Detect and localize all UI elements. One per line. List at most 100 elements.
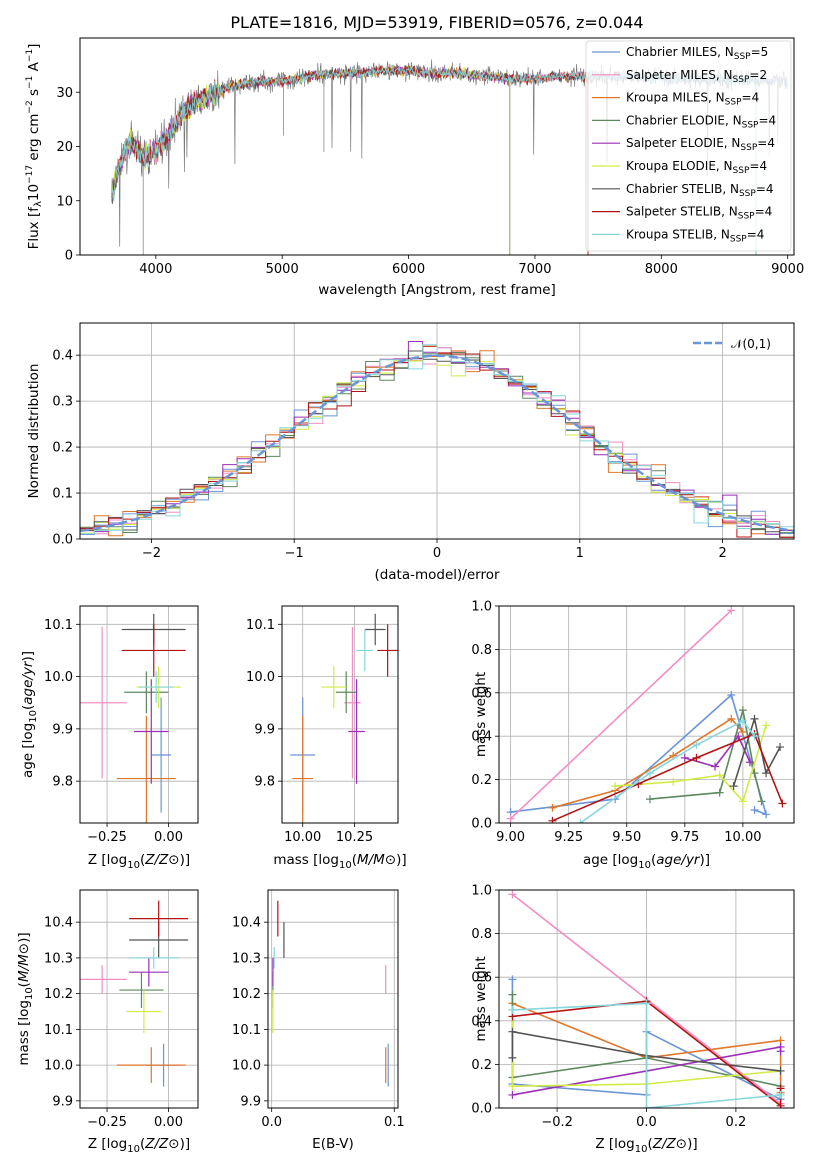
- y-tick-label: 0.2: [52, 441, 73, 456]
- y-tick-label: 0.0: [52, 533, 73, 548]
- residual-histogram-6: [80, 350, 794, 538]
- weight-marker: [776, 743, 785, 752]
- weight-marker: [757, 797, 766, 806]
- weight-marker: [680, 753, 689, 762]
- label-part: Flux [f: [26, 206, 42, 250]
- weight-marker: [692, 740, 701, 749]
- y-axis-label: age [log10(age/yr)]: [20, 651, 39, 778]
- y-tick-label: 9.8: [52, 775, 73, 790]
- x-axis-label: mass [log10(M/M⊙)]: [273, 852, 406, 871]
- label-part: −2: [25, 100, 35, 113]
- weight-marker: [750, 714, 759, 723]
- x-axis-label: Z [log10(Z/Z⊙)]: [88, 852, 190, 871]
- y-tick-label: 10.3: [44, 951, 73, 966]
- x-tick-label: 10.25: [336, 830, 373, 845]
- weight-marker: [750, 732, 759, 741]
- model-line-chabrier-elodie: [111, 65, 511, 255]
- legend-value: =5: [751, 45, 769, 59]
- plot-area: [506, 606, 787, 823]
- label-part: ⊙)]: [676, 1136, 698, 1152]
- y-tick-label: 10.0: [246, 670, 275, 685]
- y-tick-label: 0.4: [471, 730, 492, 745]
- weight-marker: [642, 999, 651, 1008]
- x-axis-label: Z [log10(Z/Z⊙)]: [595, 1136, 697, 1155]
- x-tick-label: 0.1: [384, 1115, 405, 1130]
- weight-marker: [669, 777, 678, 786]
- weight-marker: [762, 721, 771, 730]
- weight-line-0: [510, 693, 768, 816]
- legend-name: Salpeter ELODIE, N: [626, 136, 740, 150]
- label-part: −17: [25, 165, 35, 184]
- legend-name: Chabrier ELODIE, N: [626, 113, 742, 127]
- x-tick-label: −0.25: [87, 830, 127, 845]
- panel-age_vs_Z: −0.25 0.009.89.910.010.1Z [log10(Z/Z⊙)]ag…: [20, 605, 199, 871]
- label-part: age/yr: [20, 660, 36, 705]
- legend-name: Salpeter STELIB, N: [626, 205, 738, 219]
- x-tick-label: −1: [285, 546, 304, 561]
- weight-marker: [642, 1104, 651, 1108]
- panel-mass_vs_Z: −0.25 0.009.910.010.110.210.310.4Z [log10…: [16, 889, 199, 1155]
- y-tick-label: 10.1: [232, 1023, 261, 1038]
- x-tick-label: 5000: [266, 262, 299, 277]
- label-italic: Z/Z: [652, 1136, 677, 1152]
- legend-value: =2: [749, 68, 767, 82]
- plot-area: [272, 900, 389, 1087]
- label-part: 10: [24, 987, 35, 1000]
- legend-value: =4: [749, 159, 767, 173]
- label-italic: Z/Z: [144, 852, 169, 868]
- weight-marker: [611, 782, 620, 791]
- legend-value: =4: [747, 227, 765, 241]
- legend-sub: SSP: [742, 120, 759, 130]
- weight-marker: [776, 1066, 785, 1075]
- y-tick-label: 9.8: [254, 775, 275, 790]
- y-tick-label: 9.9: [52, 1094, 73, 1109]
- label-part: Z [log: [88, 1136, 127, 1152]
- weight-marker: [508, 1082, 517, 1091]
- y-tick-label: 0: [65, 249, 73, 264]
- weight-marker: [778, 799, 787, 808]
- panel-age_vs_mass: 10.00 10.25 9.8 9.9 10.0 10.1 mass [log10(M/M⊙…: [246, 605, 407, 871]
- plot-area: [508, 890, 785, 1108]
- weight-marker: [645, 795, 654, 804]
- x-tick-label: −0.25: [87, 1115, 127, 1130]
- x-tick-label: 9000: [771, 262, 804, 277]
- plot-layer: 4000 5000 6000 7000 8000 90000102030wavelengt…: [16, 37, 804, 1155]
- model-line-salpeter-stelib: [111, 65, 589, 255]
- x-axis-label: E(B-V): [312, 1136, 354, 1152]
- weight-marker: [727, 690, 736, 699]
- y-tick-label: 0.8: [471, 927, 492, 942]
- x-axis-label: wavelength [Angstrom, rest frame]: [318, 282, 556, 298]
- weight-line-4: [684, 734, 751, 768]
- label-part: −1: [25, 76, 35, 89]
- weight-marker: [576, 819, 585, 823]
- legend-sub: SSP: [739, 189, 756, 199]
- figure-title: PLATE=1816, MJD=53919, FIBERID=0576, z=0…: [230, 13, 643, 32]
- weight-marker: [508, 890, 517, 899]
- weight-marker: [715, 788, 724, 797]
- y-axis-label: mass [log10(M/M⊙)]: [16, 932, 35, 1065]
- weight-marker: [738, 717, 747, 726]
- normal-curve: [80, 354, 794, 533]
- x-tick-label: 1: [576, 546, 584, 561]
- y-tick-label: 0.4: [52, 349, 73, 364]
- label-part: λ: [33, 201, 44, 207]
- x-tick-label: 9.00: [496, 830, 525, 845]
- legend-name: Salpeter MILES, N: [626, 68, 733, 82]
- y-tick-label: 10.2: [44, 987, 73, 1002]
- legend-sub: SSP: [725, 98, 742, 108]
- weight-marker: [750, 805, 759, 814]
- legend-name: Kroupa STELIB, N: [626, 227, 730, 241]
- weight-marker: [776, 1101, 785, 1108]
- y-axis-label: Flux [fλ10−17 erg cm−2 s−1 A−1]: [25, 44, 44, 250]
- legend-entry: Salpeter ELODIE, NSSP=4: [626, 136, 775, 153]
- axes-frame: [79, 605, 199, 824]
- legend-name: Kroupa MILES, N: [626, 91, 725, 105]
- label-italic: age/yr: [656, 852, 701, 868]
- label-italic: M/M: [357, 852, 385, 868]
- y-tick-label: 10.0: [44, 1059, 73, 1074]
- label-sub: 10: [638, 860, 651, 871]
- label-part: (: [647, 1136, 652, 1152]
- x-axis-label: age [log10(age/yr)]: [583, 852, 710, 871]
- legend-entry: Kroupa STELIB, NSSP=4: [626, 227, 764, 244]
